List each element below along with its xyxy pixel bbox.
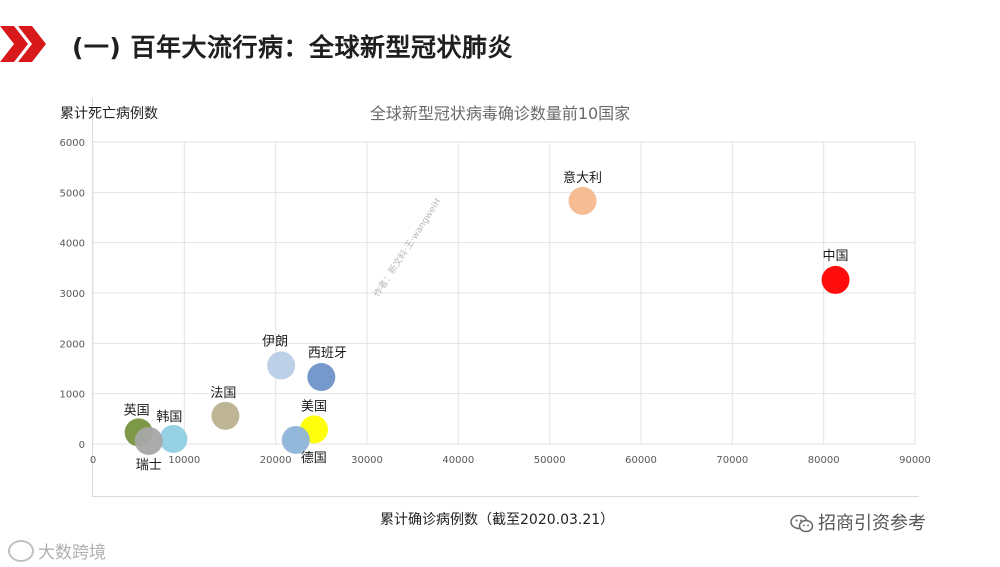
data-label: 英国: [124, 403, 150, 418]
data-point: [568, 186, 597, 215]
x-tick-label: 40000: [442, 455, 474, 466]
y-tick-label: 2000: [60, 339, 85, 350]
chevron-arrows-icon: [0, 26, 46, 62]
y-tick-label: 4000: [60, 239, 85, 250]
data-label: 瑞士: [136, 458, 162, 473]
footer-watermark-left: 大数跨境: [8, 538, 106, 564]
x-tick-label: 90000: [899, 455, 931, 466]
data-point: [267, 351, 296, 380]
data-point: [821, 265, 850, 294]
slide-title: (一) 百年大流行病：全球新型冠状肺炎: [72, 33, 514, 62]
data-point: [307, 363, 336, 392]
y-tick-label: 6000: [60, 138, 85, 149]
footer-right-text: 招商引资参考: [818, 513, 926, 534]
chart-title: 全球新型冠状病毒确诊数量前10国家: [369, 104, 631, 123]
data-point: [134, 426, 163, 455]
data-label: 中国: [823, 249, 849, 264]
data-label: 美国: [301, 399, 327, 414]
data-label: 意大利: [563, 170, 602, 186]
wechat-icon: [790, 514, 814, 533]
data-label: 法国: [210, 386, 236, 401]
x-tick-label: 30000: [351, 455, 383, 466]
y-axis-label: 累计死亡病例数: [60, 106, 158, 122]
data-label: 西班牙: [308, 346, 347, 361]
x-tick-label: 80000: [808, 455, 840, 466]
x-tick-label: 0: [90, 455, 96, 466]
data-label: 伊朗: [262, 334, 288, 349]
x-axis-label: 累计确诊病例数（截至2020.03.21）: [380, 512, 615, 528]
x-tick-label: 20000: [260, 455, 292, 466]
footer-left-text: 大数跨境: [38, 543, 106, 563]
y-tick-label: 5000: [60, 188, 85, 199]
footer-watermark-right: 招商引资参考: [790, 509, 926, 535]
y-tick-label: 0: [79, 440, 85, 451]
data-point: [159, 424, 188, 453]
x-tick-label: 60000: [625, 455, 657, 466]
x-tick-label: 70000: [716, 455, 748, 466]
y-tick-label: 3000: [60, 289, 85, 300]
brand-logo-icon: [8, 540, 34, 562]
data-point: [281, 425, 310, 454]
data-label: 德国: [301, 451, 327, 466]
data-label: 韩国: [156, 410, 182, 425]
y-tick-label: 1000: [60, 390, 85, 401]
x-tick-label: 50000: [534, 455, 566, 466]
data-point: [211, 401, 240, 430]
x-tick-label: 10000: [168, 455, 200, 466]
